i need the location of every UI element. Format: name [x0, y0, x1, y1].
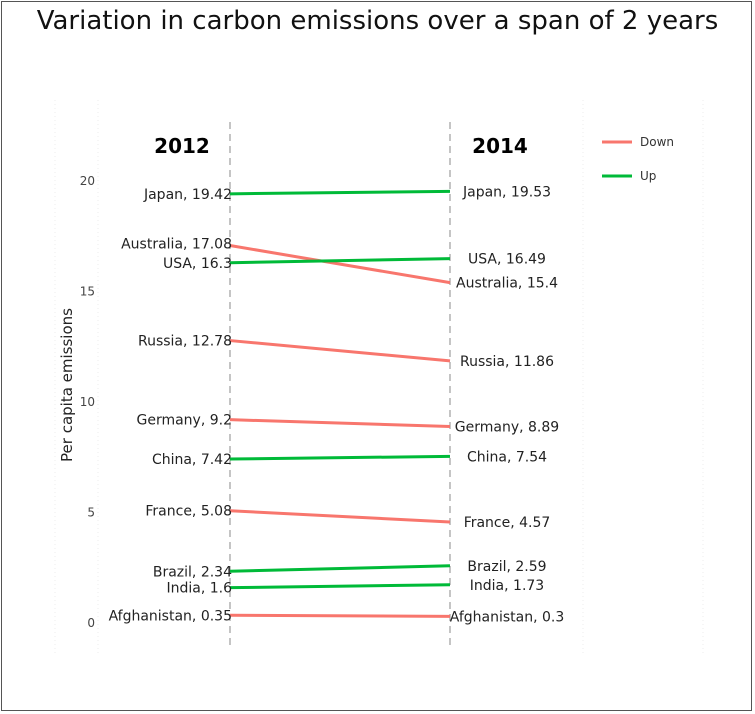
y-tick-label-20: 20 [80, 174, 95, 188]
label-2014-usa: USA, 16.49 [468, 252, 546, 268]
slope-line-india [229, 583, 451, 590]
label-2012-japan: Japan, 19.42 [143, 187, 232, 203]
year-label-2014: 2014 [472, 134, 528, 158]
slope-line-france [229, 509, 451, 524]
slope-line-germany [229, 418, 451, 429]
slope-line-russia [229, 339, 451, 363]
label-2012-france: France, 5.08 [145, 504, 232, 520]
chart-title: Variation in carbon emissions over a spa… [36, 6, 719, 36]
label-2014-india: India, 1.73 [470, 578, 544, 594]
label-2012-afghanistan: Afghanistan, 0.35 [109, 608, 232, 624]
label-2014-france: France, 4.57 [464, 515, 551, 531]
slope-line-afghanistan [229, 613, 451, 618]
slope-line-china [229, 454, 451, 461]
label-2014-afghanistan: Afghanistan, 0.3 [450, 609, 565, 625]
slope-line-australia [229, 244, 451, 285]
y-tick-label-10: 10 [80, 395, 95, 409]
label-2012-usa: USA, 16.3 [163, 256, 232, 272]
y-tick-label-5: 5 [87, 506, 95, 520]
label-2012-india: India, 1.6 [166, 581, 232, 597]
y-tick-label-15: 15 [80, 285, 95, 299]
label-2012-russia: Russia, 12.78 [138, 334, 232, 350]
label-2014-russia: Russia, 11.86 [460, 354, 554, 370]
label-2014-china: China, 7.54 [467, 449, 547, 465]
label-2014-australia: Australia, 15.4 [456, 276, 558, 292]
label-2012-brazil: Brazil, 2.34 [153, 564, 232, 580]
label-2012-australia: Australia, 17.08 [121, 237, 232, 253]
label-2014-germany: Germany, 8.89 [455, 420, 559, 436]
label-2014-brazil: Brazil, 2.59 [467, 559, 546, 575]
slope-line-japan [229, 189, 451, 196]
year-label-2012: 2012 [154, 134, 210, 158]
slope-line-brazil [229, 564, 451, 573]
slope-line-usa [229, 257, 451, 265]
label-2012-germany: Germany, 9.2 [136, 413, 232, 429]
label-2014-japan: Japan, 19.53 [462, 184, 551, 200]
y-tick-label-0: 0 [87, 616, 95, 630]
label-2012-china: China, 7.42 [152, 452, 232, 468]
y-axis-title: Per capita emissions [58, 308, 76, 462]
legend-label-down: Down [640, 135, 674, 149]
legend-label-up: Up [640, 169, 656, 183]
